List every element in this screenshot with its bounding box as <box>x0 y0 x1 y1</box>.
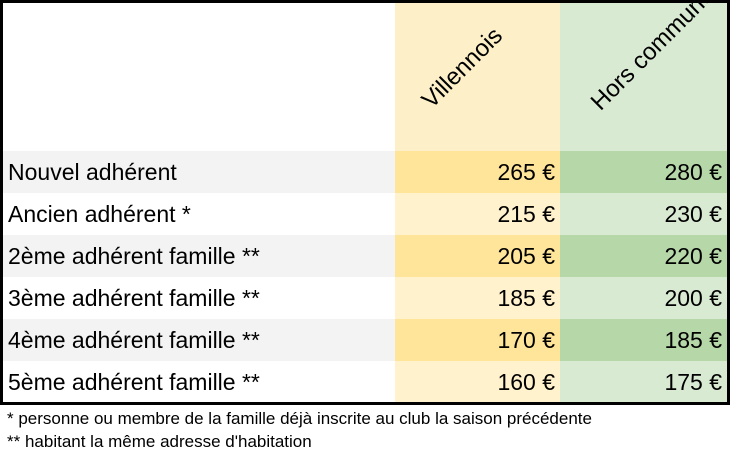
row-label: Nouvel adhérent <box>3 151 395 193</box>
price-hors-commune: 280 € <box>560 151 727 193</box>
price-villennois: 205 € <box>395 235 560 277</box>
table-row: 3ème adhérent famille ** 185 € 200 € <box>3 277 727 319</box>
price-villennois: 265 € <box>395 151 560 193</box>
table-row: 2ème adhérent famille ** 205 € 220 € <box>3 235 727 277</box>
price-hors-commune: 175 € <box>560 361 727 402</box>
table-row: Ancien adhérent * 215 € 230 € <box>3 193 727 235</box>
price-villennois: 215 € <box>395 193 560 235</box>
price-hors-commune: 220 € <box>560 235 727 277</box>
table-header: Villennois Hors commune <box>3 3 727 151</box>
price-hors-commune: 230 € <box>560 193 727 235</box>
price-hors-commune: 185 € <box>560 319 727 361</box>
price-villennois: 185 € <box>395 277 560 319</box>
table-body: Nouvel adhérent 265 € 280 € Ancien adhér… <box>3 151 727 402</box>
column-title-villennois: Villennois <box>416 22 509 114</box>
price-hors-commune: 200 € <box>560 277 727 319</box>
footnote-2: ** habitant la même adresse d'habitation <box>7 432 312 451</box>
header-blank-cell <box>3 3 395 151</box>
table-row: Nouvel adhérent 265 € 280 € <box>3 151 727 193</box>
table-row: 4ème adhérent famille ** 170 € 185 € <box>3 319 727 361</box>
price-villennois: 160 € <box>395 361 560 402</box>
row-label: 4ème adhérent famille ** <box>3 319 395 361</box>
column-title-hors-commune: Hors commune <box>585 0 720 116</box>
table-row: 5ème adhérent famille ** 160 € 175 € <box>3 361 727 402</box>
footnote-1: * personne ou membre de la famille déjà … <box>7 409 592 428</box>
header-villennois: Villennois <box>395 3 560 151</box>
footnotes: * personne ou membre de la famille déjà … <box>7 407 592 453</box>
row-label: 5ème adhérent famille ** <box>3 361 395 402</box>
pricing-table: Villennois Hors commune Nouvel adhérent … <box>0 0 730 405</box>
price-villennois: 170 € <box>395 319 560 361</box>
row-label: 3ème adhérent famille ** <box>3 277 395 319</box>
row-label: Ancien adhérent * <box>3 193 395 235</box>
row-label: 2ème adhérent famille ** <box>3 235 395 277</box>
header-hors-commune: Hors commune <box>560 3 727 151</box>
